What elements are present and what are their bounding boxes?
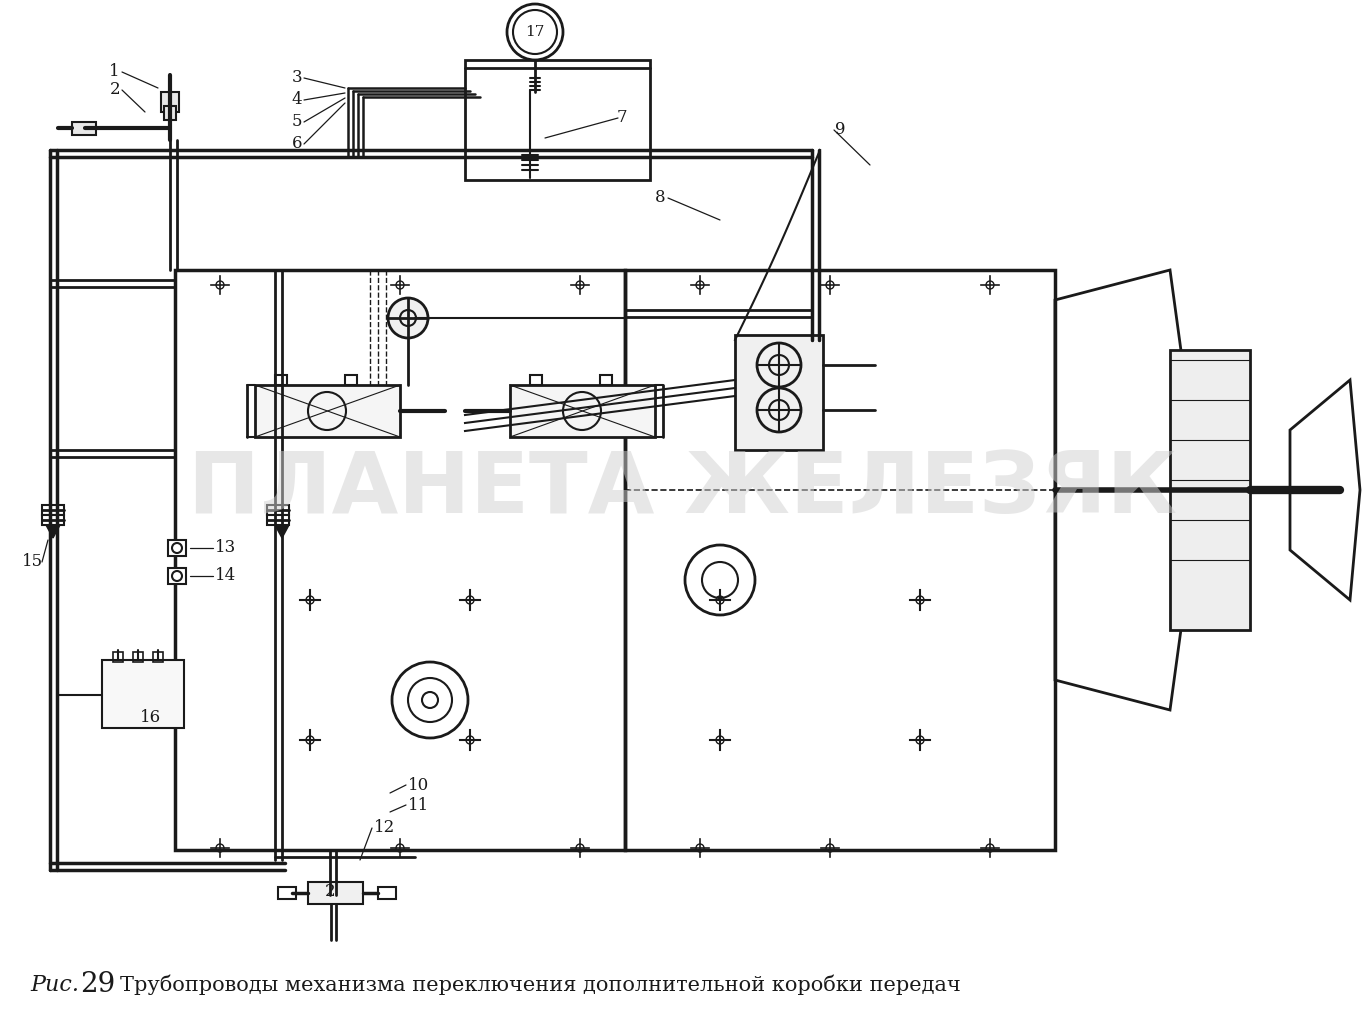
Bar <box>345 375 357 385</box>
Polygon shape <box>275 525 289 538</box>
Text: 3: 3 <box>292 70 303 86</box>
Bar <box>278 887 296 899</box>
Circle shape <box>756 343 801 387</box>
Text: 10: 10 <box>408 776 429 794</box>
Text: Трубопроводы механизма переключения дополнительной коробки передач: Трубопроводы механизма переключения допо… <box>120 975 961 995</box>
Text: 16: 16 <box>139 710 161 726</box>
Bar <box>174 270 626 850</box>
Bar <box>113 652 123 662</box>
Bar <box>102 660 184 728</box>
Bar <box>42 505 64 515</box>
Text: 11: 11 <box>408 797 429 813</box>
Bar <box>378 887 397 899</box>
Text: 29: 29 <box>80 972 116 998</box>
Text: 5: 5 <box>292 114 303 130</box>
Text: 13: 13 <box>215 539 236 557</box>
Bar <box>530 375 542 385</box>
Bar <box>161 92 179 112</box>
Bar <box>465 60 650 180</box>
Text: 17: 17 <box>525 25 545 39</box>
Bar <box>510 385 656 438</box>
Text: 8: 8 <box>656 190 667 206</box>
Bar <box>1169 350 1250 630</box>
Bar <box>255 385 399 438</box>
Text: ПЛАНЕТА ЖЕЛЕЗЯК: ПЛАНЕТА ЖЕЛЕЗЯК <box>188 449 1176 532</box>
Text: 6: 6 <box>292 136 303 152</box>
Circle shape <box>388 298 428 338</box>
Text: 14: 14 <box>215 568 236 584</box>
Polygon shape <box>46 525 60 538</box>
Bar <box>275 375 288 385</box>
Bar <box>153 652 164 662</box>
Bar <box>168 568 185 584</box>
Text: 2: 2 <box>109 81 120 99</box>
Bar <box>42 515 64 525</box>
Bar <box>267 505 289 515</box>
Bar <box>308 882 363 904</box>
Text: 4: 4 <box>292 91 303 109</box>
Bar <box>72 122 95 135</box>
Circle shape <box>756 388 801 432</box>
Bar <box>600 375 612 385</box>
Text: 15: 15 <box>22 554 44 571</box>
Text: 1: 1 <box>109 64 120 80</box>
Text: 7: 7 <box>616 110 627 126</box>
Text: 2: 2 <box>324 883 335 901</box>
Circle shape <box>563 392 601 430</box>
Text: 9: 9 <box>836 121 845 139</box>
Bar <box>164 106 176 120</box>
Bar <box>134 652 143 662</box>
Text: Рис.: Рис. <box>30 974 79 996</box>
Text: 12: 12 <box>373 820 395 837</box>
Bar <box>168 540 185 556</box>
Bar <box>626 270 1055 850</box>
Bar <box>267 515 289 525</box>
Circle shape <box>308 392 346 430</box>
Bar <box>735 335 823 450</box>
